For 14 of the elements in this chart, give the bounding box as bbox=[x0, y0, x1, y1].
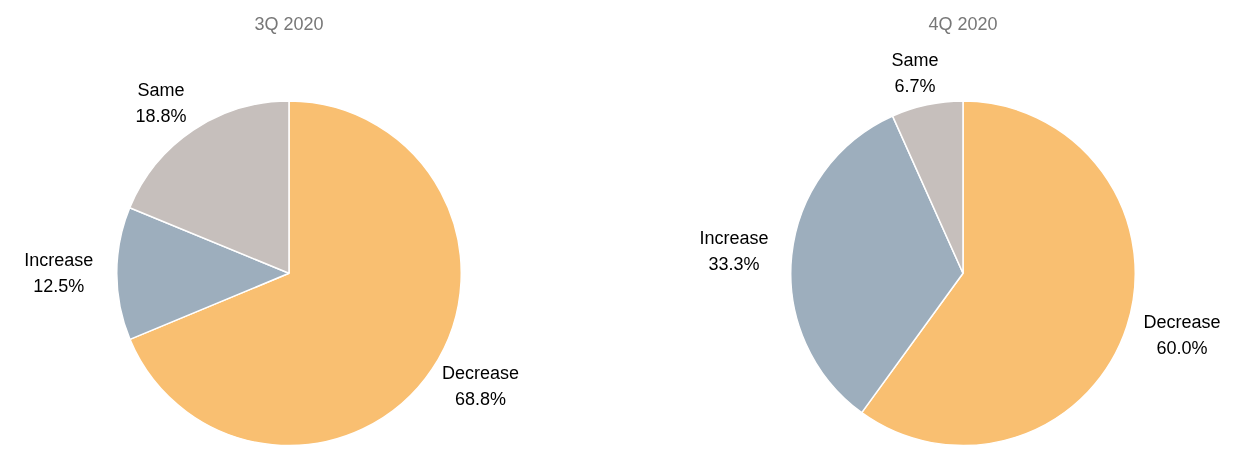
slice-label: Decrease bbox=[1143, 312, 1221, 333]
data-label: 18.8% bbox=[135, 105, 187, 126]
slice-label: Same bbox=[137, 79, 185, 100]
data-label: 68.8% bbox=[455, 388, 507, 409]
slice-label: Increase bbox=[699, 228, 769, 249]
chart-title: 3Q 2020 bbox=[254, 13, 324, 34]
slice-label: Decrease bbox=[442, 362, 520, 383]
data-label: 33.3% bbox=[708, 254, 760, 275]
data-label: 12.5% bbox=[33, 275, 85, 296]
slice-label: Increase bbox=[24, 249, 94, 270]
chart-title: 4Q 2020 bbox=[928, 13, 998, 34]
data-label: 6.7% bbox=[894, 75, 936, 96]
data-label: 60.0% bbox=[1156, 338, 1208, 359]
slice-label: Same bbox=[891, 49, 939, 70]
